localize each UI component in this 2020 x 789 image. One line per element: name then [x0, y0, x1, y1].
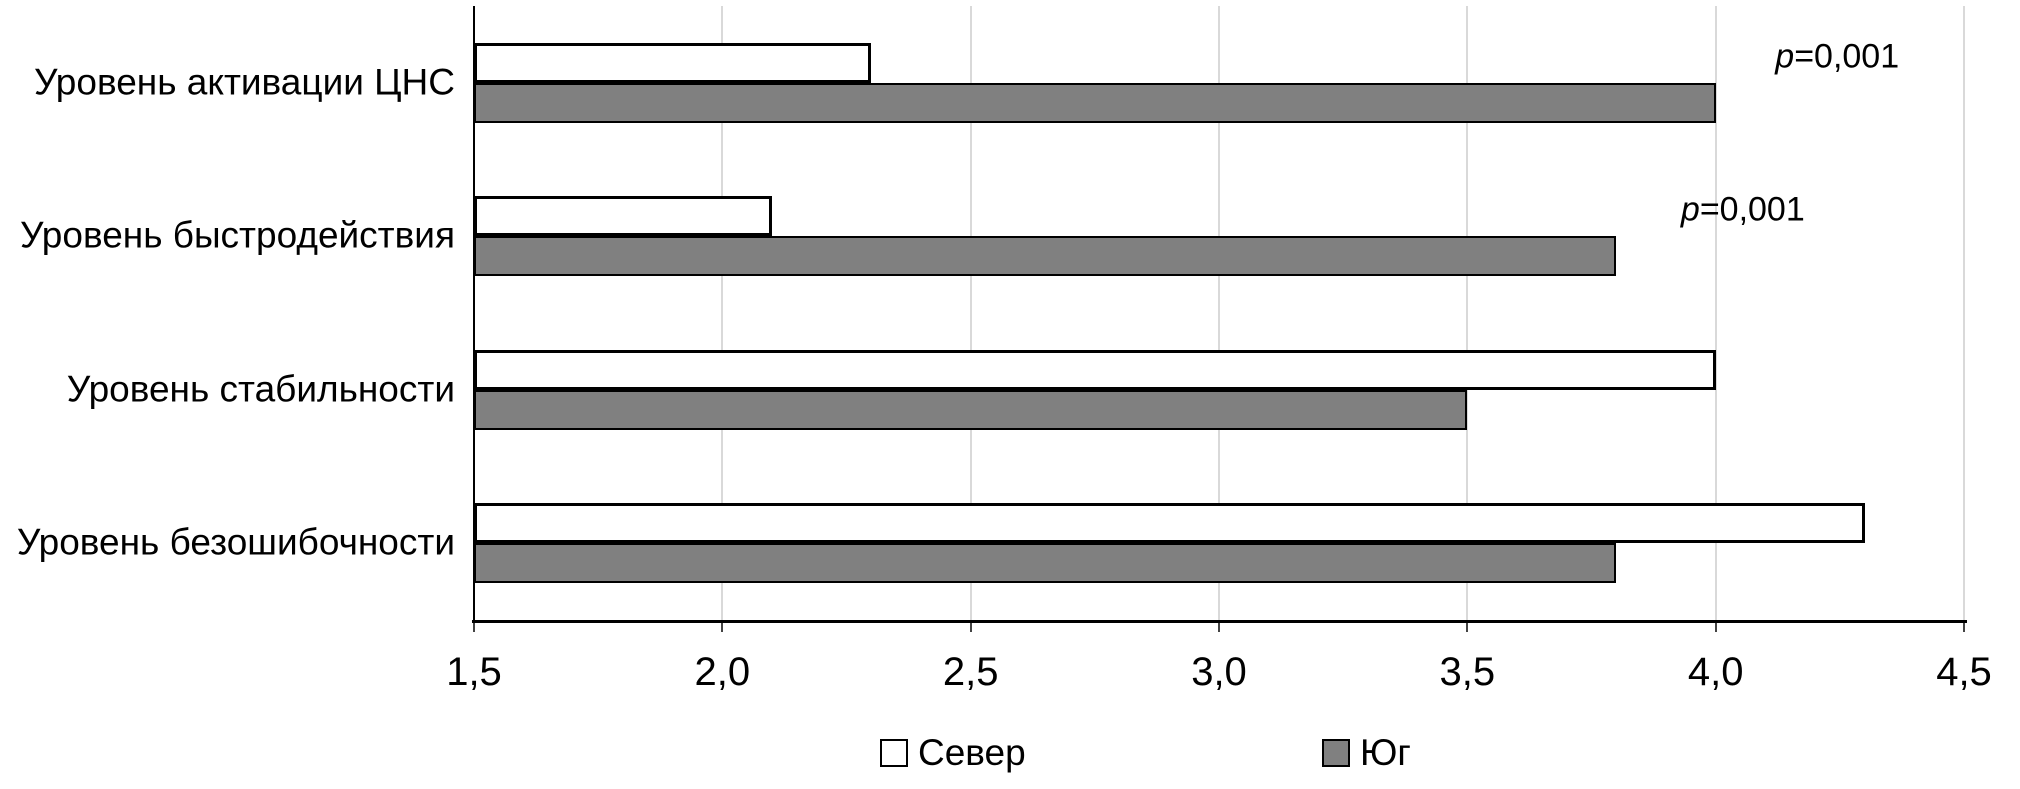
- gridline: [1466, 6, 1469, 620]
- x-axis-tickmark: [1714, 623, 1717, 632]
- legend-item-sever: Север: [880, 732, 1026, 774]
- bar-sever: [474, 349, 1716, 390]
- gridline: [721, 6, 724, 620]
- x-axis-tickmark: [1963, 623, 1965, 632]
- x-axis-tickmark: [473, 623, 475, 632]
- p-italic: p: [1775, 37, 1795, 76]
- legend-label-yug: Юг: [1360, 732, 1411, 773]
- x-axis-tick-label: 2,0: [694, 650, 751, 694]
- x-axis-tick-label: 4,5: [1936, 650, 1992, 694]
- gridline: [969, 6, 972, 620]
- gridline: [1714, 6, 1717, 620]
- x-axis-tick-label: 2,5: [942, 650, 999, 694]
- bar-sever: [474, 503, 1865, 544]
- bar-sever: [474, 42, 872, 83]
- x-axis-tick-label: 4,0: [1687, 650, 1744, 694]
- x-axis-tick-label: 1,5: [446, 650, 502, 694]
- x-axis-tickmark: [969, 623, 972, 632]
- gridline: [1218, 6, 1220, 620]
- bar-yug: [474, 236, 1617, 277]
- p-italic: p: [1680, 190, 1700, 229]
- category-label: Уровень активации ЦНС: [33, 61, 455, 103]
- x-axis-tick-label: 3,5: [1439, 650, 1496, 694]
- legend-swatch-yug-icon: [1322, 739, 1350, 767]
- y-axis-line: [473, 6, 475, 623]
- x-axis-tickmark: [1466, 623, 1469, 632]
- category-label: Уровень безошибочности: [16, 521, 455, 563]
- x-axis-tick-label: 3,0: [1191, 650, 1247, 694]
- x-axis-line: [472, 620, 1967, 623]
- bar-yug: [474, 82, 1716, 123]
- p-value-annotation: p=0,001: [1775, 37, 1900, 76]
- legend-swatch-sever-icon: [880, 739, 908, 767]
- bar-yug: [474, 543, 1617, 584]
- x-axis-tickmark: [1218, 623, 1220, 632]
- legend-label-sever: Север: [918, 732, 1026, 773]
- gridline: [1963, 6, 1965, 620]
- p-value-annotation: p=0,001: [1680, 190, 1805, 229]
- category-label: Уровень быстродействия: [19, 214, 455, 256]
- category-label: Уровень стабильности: [66, 368, 455, 410]
- bar-yug: [474, 389, 1468, 430]
- x-axis-tickmark: [721, 623, 724, 632]
- bar-sever: [474, 196, 772, 237]
- legend-item-yug: Юг: [1322, 732, 1411, 774]
